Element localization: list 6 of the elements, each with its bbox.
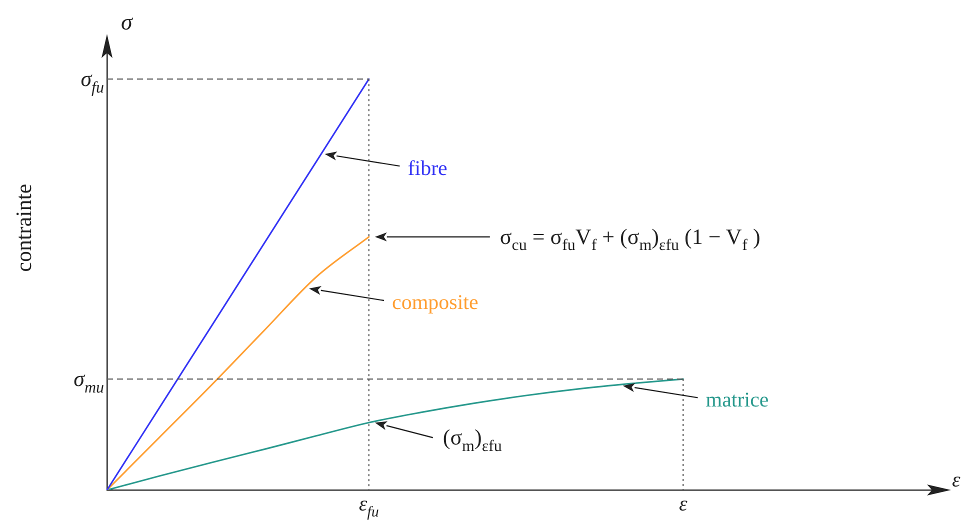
- text: fibre: [408, 156, 448, 180]
- text: σ: [121, 9, 134, 34]
- text: composite: [392, 290, 478, 314]
- series-label: matrice: [706, 387, 769, 412]
- y-axis-title: contrainte: [11, 184, 36, 272]
- x-axis-title: ε: [952, 468, 961, 492]
